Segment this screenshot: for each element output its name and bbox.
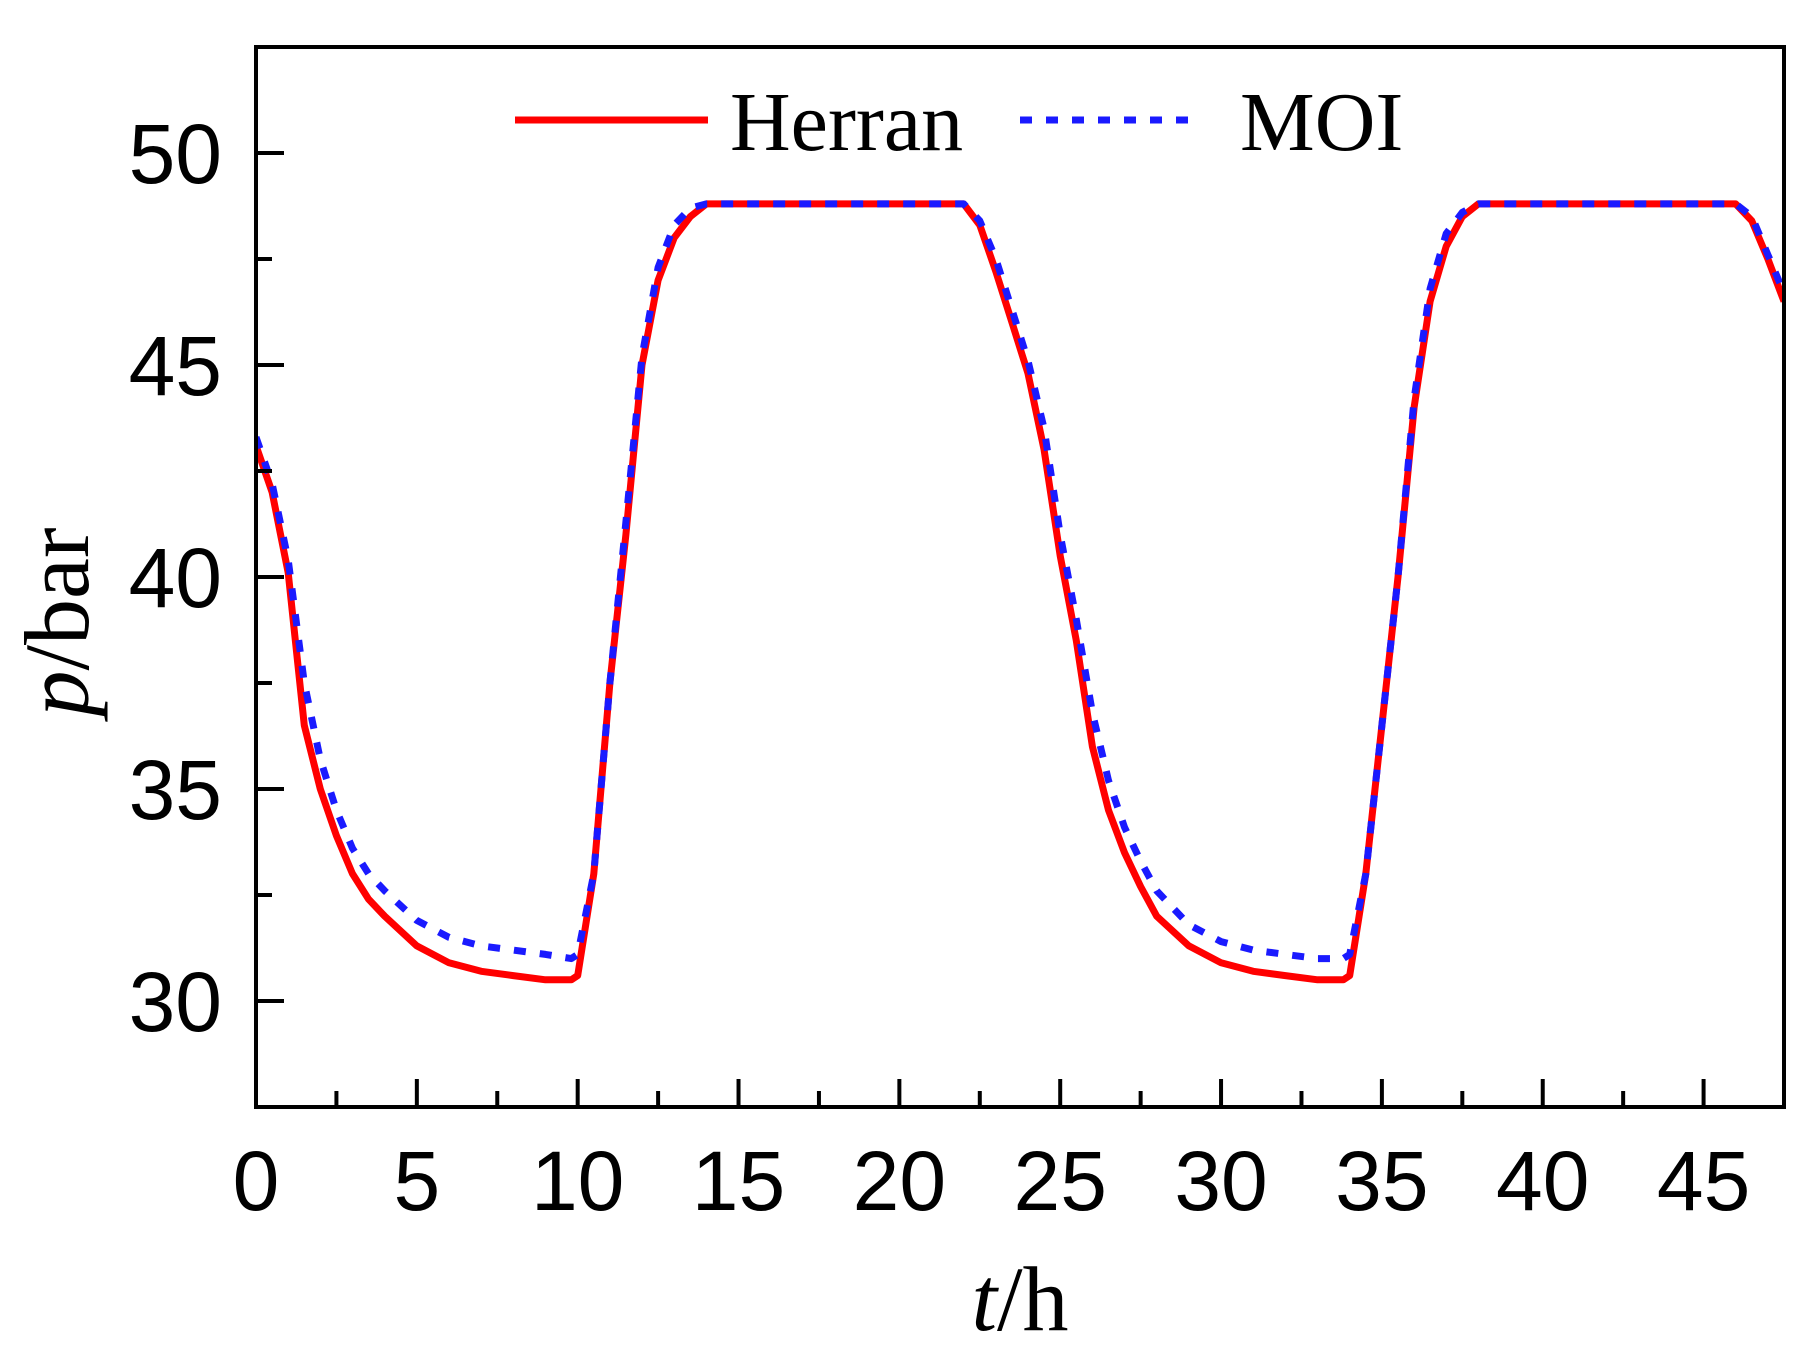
y-tick-label-45: 45	[129, 319, 222, 413]
x-tick-label-5: 5	[393, 1134, 440, 1228]
legend-herran-label: Herran	[730, 76, 963, 169]
x-tick-label-15: 15	[692, 1134, 785, 1228]
x-tick-label-10: 10	[531, 1134, 624, 1228]
legend: Herran MOI	[515, 76, 1403, 169]
y-axis-ticks: 30 35 40 45 50	[129, 107, 284, 1049]
series-layer	[256, 200, 1784, 984]
x-tick-label-45: 45	[1657, 1134, 1750, 1228]
y-tick-label-40: 40	[129, 531, 222, 625]
y-tick-label-35: 35	[129, 743, 222, 837]
y-tick-label-50: 50	[129, 107, 222, 201]
series-moi-line	[256, 200, 1784, 963]
x-axis-title: t/h	[971, 1248, 1068, 1350]
x-tick-label-25: 25	[1013, 1134, 1106, 1228]
x-tick-label-40: 40	[1496, 1134, 1589, 1228]
legend-moi-label: MOI	[1240, 76, 1403, 169]
series-herran-line	[256, 200, 1784, 984]
x-tick-label-30: 30	[1174, 1134, 1267, 1228]
x-tick-label-20: 20	[853, 1134, 946, 1228]
x-axis-ticks: 0 5 10 15 20 25 30 35 40 45	[233, 1079, 1750, 1228]
x-tick-label-35: 35	[1335, 1134, 1428, 1228]
x-tick-label-0: 0	[233, 1134, 280, 1228]
y-axis-title: p/bar	[6, 527, 108, 722]
y-tick-label-30: 30	[129, 955, 222, 1049]
